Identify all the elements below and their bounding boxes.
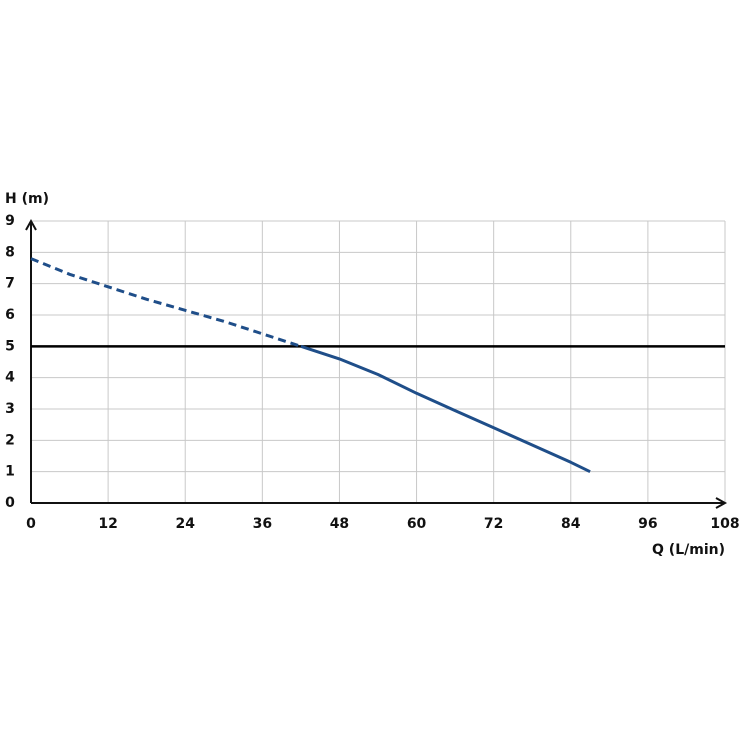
x-tick-label: 96	[638, 516, 657, 532]
y-tick-label: 5	[5, 338, 15, 354]
pump-curve	[300, 344, 591, 474]
x-tick-label: 36	[253, 516, 272, 532]
y-tick-label: 0	[5, 495, 15, 511]
y-tick-label: 8	[5, 244, 15, 260]
y-tick-label: 3	[5, 401, 15, 417]
x-tick-label: 72	[484, 516, 503, 532]
y-axis-arrow	[25, 218, 37, 231]
x-tick-label: 24	[175, 516, 195, 532]
x-tick-label: 12	[98, 516, 117, 532]
x-tick-label: 0	[26, 516, 36, 532]
y-tick-label: 6	[5, 307, 15, 323]
y-tick-label: 1	[5, 464, 15, 480]
y-tick-label: 4	[5, 370, 15, 386]
x-tick-label: 108	[710, 516, 739, 532]
x-tick-label: 60	[407, 516, 427, 532]
x-axis-arrow	[715, 497, 728, 509]
y-tick-label: 2	[5, 432, 15, 448]
x-tick-label: 84	[561, 516, 581, 532]
y-axis-label: H (m)	[5, 191, 49, 207]
x-axis-label: Q (L/min)	[652, 542, 725, 558]
y-tick-label: 7	[5, 276, 15, 292]
pump-curve	[30, 257, 302, 348]
y-tick-label: 9	[5, 213, 15, 229]
x-tick-label: 48	[330, 516, 349, 532]
